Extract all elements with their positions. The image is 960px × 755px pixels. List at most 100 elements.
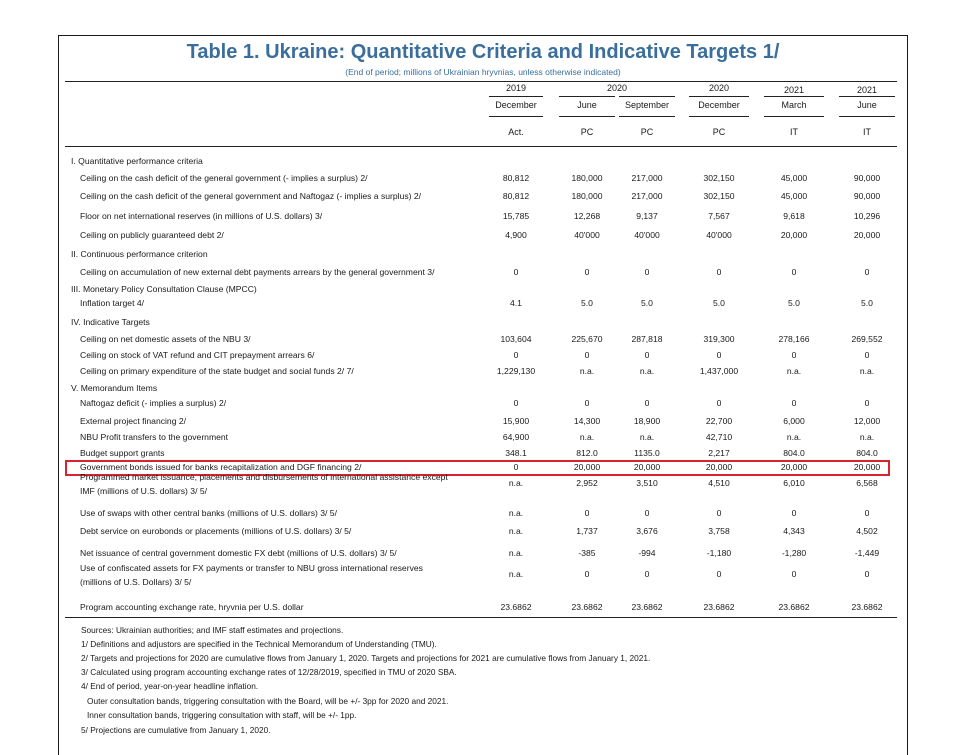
section-heading: I. Quantitative performance criteria: [71, 156, 203, 166]
table-cell: 217,000: [631, 173, 663, 183]
footnote: Inner consultation bands, triggering con…: [87, 710, 357, 720]
table-cell: 0: [864, 267, 870, 277]
table-cell: n.a.: [639, 432, 655, 442]
table-cell: 4,343: [783, 526, 805, 536]
table-cell: 4.1: [510, 298, 522, 308]
table-cell: 20,000: [633, 462, 661, 472]
table-cell: 0: [584, 267, 590, 277]
table-cell: 18,900: [633, 416, 661, 426]
table-cell: 5.0: [861, 298, 873, 308]
section-heading: II. Continuous performance criterion: [71, 249, 208, 259]
table-cell: 812.0: [576, 448, 598, 458]
table-cell: 80,812: [502, 191, 530, 201]
highlight-box: [65, 460, 890, 476]
table-cell: 4,900: [505, 230, 527, 240]
column-period: March: [781, 100, 807, 110]
table-cell: 5.0: [788, 298, 800, 308]
table-cell: 3,510: [636, 478, 658, 488]
table-cell: 103,604: [500, 334, 532, 344]
column-year-span: 2020: [606, 83, 628, 93]
table-cell: 23.6862: [571, 602, 603, 612]
table-cell: 45,000: [780, 173, 808, 183]
table-cell: 348.1: [505, 448, 527, 458]
row-label: Budget support grants: [80, 448, 165, 458]
column-year: 2021: [856, 85, 878, 95]
table-cell: n.a.: [859, 432, 875, 442]
table-bottom-rule: [65, 617, 897, 618]
footnote: 4/ End of period, year-on-year headline …: [81, 681, 259, 691]
row-label: NBU Profit transfers to the government: [80, 432, 229, 442]
table-cell: -1,280: [781, 548, 807, 558]
table-cell: 6,010: [783, 478, 805, 488]
table-cell: 5.0: [713, 298, 725, 308]
section-heading: III. Monetary Policy Consultation Clause…: [71, 284, 257, 294]
footnote: 3/ Calculated using program accounting e…: [81, 667, 457, 677]
row-label: Ceiling on the cash deficit of the gener…: [80, 191, 422, 201]
table-cell: 0: [864, 569, 870, 579]
table-cell: 2,952: [576, 478, 598, 488]
table-cell: 80,812: [502, 173, 530, 183]
table-cell: 1,437,000: [699, 366, 739, 376]
row-label: Use of confiscated assets for FX payment…: [80, 563, 423, 573]
table-cell: 6,568: [856, 478, 878, 488]
table-cell: 20,000: [780, 462, 808, 472]
table-cell: 20,000: [853, 462, 881, 472]
table-cell: n.a.: [508, 569, 524, 579]
table-cell: 0: [584, 508, 590, 518]
table-cell: 278,166: [778, 334, 810, 344]
table-cell: 319,300: [703, 334, 735, 344]
table-cell: 23.6862: [703, 602, 735, 612]
table-cell: 20,000: [780, 230, 808, 240]
table-cell: 0: [644, 267, 650, 277]
table-cell: 9,618: [783, 211, 805, 221]
column-type: Act.: [508, 127, 524, 137]
table-cell: 5.0: [581, 298, 593, 308]
table-cell: 180,000: [571, 191, 603, 201]
column-type: PC: [580, 127, 594, 137]
column-period: December: [495, 100, 537, 110]
table-cell: 40'000: [574, 230, 600, 240]
row-label: Ceiling on net domestic assets of the NB…: [80, 334, 251, 344]
column-period-rule: [839, 116, 895, 117]
table-frame: Table 1. Ukraine: Quantitative Criteria …: [58, 35, 908, 755]
table-cell: 269,552: [851, 334, 883, 344]
table-cell: 0: [644, 569, 650, 579]
table-cell: 0: [864, 350, 870, 360]
table-cell: 4,510: [708, 478, 730, 488]
table-cell: 0: [791, 569, 797, 579]
footnote: 1/ Definitions and adjustors are specifi…: [81, 639, 437, 649]
table-cell: 9,137: [636, 211, 658, 221]
table-cell: 12,000: [853, 416, 881, 426]
section-heading: V. Memorandum Items: [71, 383, 158, 393]
table-cell: 3,758: [708, 526, 730, 536]
table-cell: 0: [716, 398, 722, 408]
row-label-continued: IMF (millions of U.S. dollars) 3/ 5/: [80, 486, 208, 496]
row-label: External project financing 2/: [80, 416, 187, 426]
table-cell: n.a.: [508, 526, 524, 536]
table-cell: 2,217: [708, 448, 730, 458]
table-cell: n.a.: [579, 432, 595, 442]
column-period-rule: [619, 116, 675, 117]
table-cell: 15,900: [502, 416, 530, 426]
table-cell: 1,737: [576, 526, 598, 536]
table-cell: 180,000: [571, 173, 603, 183]
row-label: Ceiling on the cash deficit of the gener…: [80, 173, 368, 183]
row-label: Inflation target 4/: [80, 298, 145, 308]
table-cell: 4,502: [856, 526, 878, 536]
table-cell: 0: [716, 267, 722, 277]
row-label: Ceiling on publicly guaranteed debt 2/: [80, 230, 224, 240]
table-cell: 0: [584, 350, 590, 360]
table-cell: n.a.: [579, 366, 595, 376]
footnote: Sources: Ukrainian authorities; and IMF …: [81, 625, 344, 635]
table-cell: 0: [791, 398, 797, 408]
row-label: Programmed market issuance, placements a…: [80, 472, 448, 482]
row-label: Ceiling on stock of VAT refund and CIT p…: [80, 350, 315, 360]
table-cell: 23.6862: [851, 602, 883, 612]
footnote: 5/ Projections are cumulative from Janua…: [81, 725, 271, 735]
row-label: Ceiling on accumulation of new external …: [80, 267, 435, 277]
column-period-rule: [559, 116, 615, 117]
column-year-rule: [689, 96, 749, 97]
column-year: 2021: [783, 85, 805, 95]
table-cell: 20,000: [705, 462, 733, 472]
table-cell: 23.6862: [631, 602, 663, 612]
